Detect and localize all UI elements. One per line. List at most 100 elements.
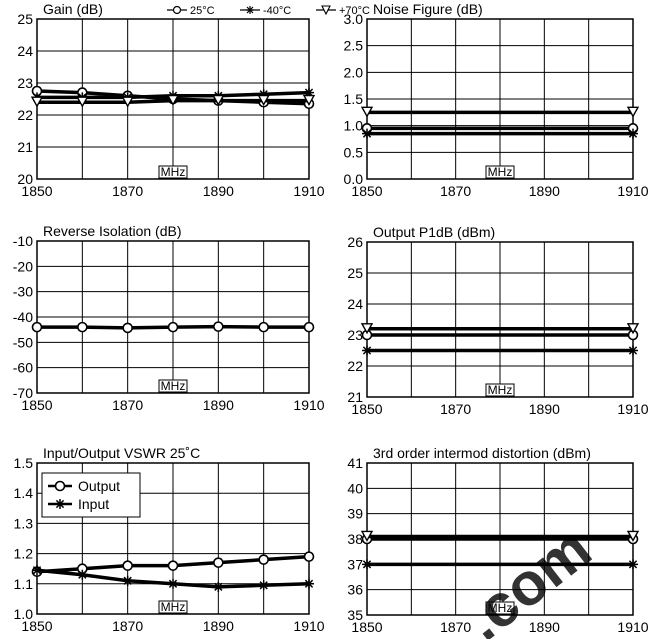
data-point [360,530,374,542]
y-tick-label: 41 [347,455,363,471]
chart-title: Reverse Isolation (dB) [43,223,182,239]
data-point [628,345,638,356]
data-point [166,94,180,107]
y-tick-label: 20 [17,171,33,187]
data-point [122,560,133,571]
x-tick-label: 1870 [112,618,143,634]
y-tick-label: 36 [347,582,363,598]
x-tick-label: 1910 [617,401,648,417]
x-axis-label: MHz [488,383,513,397]
data-point [257,94,270,107]
data-point [77,569,88,580]
data-point [30,96,44,108]
y-tick-label: -20 [13,258,33,274]
plot-frame [366,241,634,398]
y-tick-label: 23 [17,75,33,91]
x-tick-label: 1910 [293,397,324,413]
data-point [31,321,43,333]
data-point [213,557,224,568]
y-tick-label: 2.5 [344,38,364,54]
y-tick-label: 0.0 [344,171,364,187]
y-tick-label: 38 [347,531,363,547]
data-point [626,106,640,118]
legend-marker [55,499,65,509]
y-tick-label: -10 [13,233,33,249]
y-tick-label: 25 [17,11,33,27]
y-tick-label: 24 [347,296,363,312]
x-tick-label: 1870 [112,183,143,199]
x-tick-label: 1850 [351,401,382,417]
chart-output-p1db: 21 22 23 24 25 26 1850 1870 1890 1910 Output P1dB … [347,224,648,417]
y-tick-label: 1.3 [14,515,34,531]
data-point [122,322,133,334]
x-tick-label: 1890 [529,183,560,199]
x-tick-label: 1850 [21,618,52,634]
data-point [362,345,372,356]
x-tick-label: 1850 [351,183,382,199]
series--40°C [362,345,638,356]
data-point [303,551,315,562]
data-point [121,96,134,108]
legend-label: Output [78,478,120,494]
y-tick-label: -50 [13,334,33,350]
chart-title: Input/Output VSWR 25˚C [43,445,200,461]
y-tick-label: -60 [13,360,33,376]
x-tick-label: 1910 [617,183,648,199]
legend-marker [172,5,182,15]
data-point [213,581,224,592]
legend-label: +70°C [339,5,370,17]
y-tick-label: 1.0 [14,606,34,622]
data-point [258,554,269,565]
y-tick-label: -40 [13,309,33,325]
x-axis-label-box [158,600,188,614]
legend-marker [246,6,254,14]
data-point [167,321,179,333]
x-axis-label-box [485,165,515,179]
data-point [626,323,640,335]
series-+70°C [360,323,640,335]
legend-label: 25°C [190,5,215,17]
x-tick-label: 1870 [440,183,471,199]
chart-gain: 20 21 22 23 24 25 1850 1870 1890 1910 Gain (dB) MHz [17,1,324,199]
y-tick-label: 3.0 [344,11,364,27]
data-point [168,578,178,589]
y-tick-label: 22 [17,107,33,123]
x-tick-label: 1890 [203,183,234,199]
y-tick-label: 21 [17,139,33,155]
data-point [213,321,224,332]
x-tick-label: 1850 [21,183,52,199]
data-point [626,530,640,542]
plot-frame [36,240,310,394]
data-point [32,565,42,576]
series-+70°C [360,530,640,542]
y-tick-label: 25 [347,265,363,281]
data-point [628,128,638,139]
x-axis-label-box [485,383,515,397]
y-tick-label: 37 [347,556,363,572]
x-axis-label: MHz [161,379,186,393]
x-tick-label: 1890 [203,618,234,634]
y-tick-label: 1.5 [344,91,364,107]
y-tick-label: 40 [347,480,363,496]
legend-box [41,472,141,518]
data-point [76,96,89,108]
data-point [122,575,133,586]
data-point [360,323,374,335]
data-point [77,321,88,333]
x-axis-label: MHz [161,600,186,614]
y-tick-label: 22 [347,358,363,374]
watermark-text: .com [452,514,604,639]
x-tick-label: 1870 [440,401,471,417]
data-point [304,87,314,98]
plot-frame [366,18,634,180]
chart-title: Output P1dB (dBm) [373,224,495,240]
y-tick-label: 24 [17,43,33,59]
x-axis-label-box [158,379,188,393]
x-tick-label: 1910 [293,183,324,199]
x-tick-label: 1910 [617,619,648,635]
series--40°C [362,559,638,570]
legend-label: Input [78,496,109,512]
legend-marker [321,5,331,16]
chart-noise-figure: 0.0 0.5 1.0 1.5 2.0 2.5 3.0 1850 1870 1890 1910 Noi… [344,1,649,199]
